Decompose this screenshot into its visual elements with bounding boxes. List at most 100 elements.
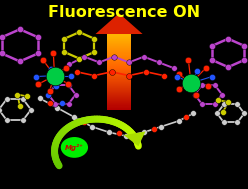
Polygon shape — [107, 48, 131, 49]
Polygon shape — [107, 84, 131, 85]
Polygon shape — [107, 50, 131, 51]
Point — [199, 84, 203, 87]
Point — [242, 44, 246, 47]
Point — [0, 36, 3, 39]
Point — [191, 112, 195, 115]
Polygon shape — [107, 78, 131, 79]
Polygon shape — [107, 72, 131, 73]
Polygon shape — [107, 81, 131, 82]
Point — [62, 50, 66, 53]
Polygon shape — [107, 91, 131, 92]
Point — [142, 131, 146, 134]
Point — [77, 31, 81, 34]
Polygon shape — [107, 35, 131, 36]
Point — [222, 103, 226, 106]
Polygon shape — [107, 29, 131, 30]
Polygon shape — [107, 47, 131, 48]
Polygon shape — [107, 86, 131, 87]
Text: Mg²⁺: Mg²⁺ — [65, 144, 84, 151]
Polygon shape — [107, 95, 131, 96]
Point — [18, 28, 22, 31]
Point — [69, 74, 73, 77]
Point — [206, 84, 210, 88]
Polygon shape — [107, 85, 131, 86]
Polygon shape — [107, 103, 131, 104]
Point — [82, 55, 86, 58]
Point — [242, 112, 246, 115]
Point — [53, 74, 57, 77]
Point — [75, 70, 79, 73]
Polygon shape — [107, 74, 131, 75]
Polygon shape — [107, 107, 131, 108]
Point — [48, 101, 52, 105]
Point — [53, 102, 57, 105]
Polygon shape — [107, 65, 131, 66]
Point — [184, 116, 188, 119]
Polygon shape — [107, 75, 131, 76]
Polygon shape — [107, 96, 131, 97]
Point — [49, 67, 53, 70]
Point — [222, 121, 226, 124]
Point — [92, 74, 96, 77]
Point — [55, 106, 59, 109]
Polygon shape — [107, 63, 131, 64]
Point — [127, 74, 131, 77]
Polygon shape — [107, 64, 131, 65]
Point — [236, 103, 240, 106]
Polygon shape — [107, 70, 131, 71]
Point — [213, 84, 217, 87]
Polygon shape — [124, 131, 146, 146]
Point — [18, 104, 22, 107]
Point — [152, 128, 156, 131]
Point — [199, 102, 203, 105]
Polygon shape — [107, 46, 131, 47]
Polygon shape — [107, 41, 131, 42]
Polygon shape — [107, 30, 131, 31]
Point — [5, 98, 9, 101]
Point — [177, 87, 181, 90]
Point — [144, 70, 148, 73]
Polygon shape — [107, 33, 131, 34]
Circle shape — [61, 137, 88, 158]
Polygon shape — [107, 101, 131, 102]
Polygon shape — [107, 82, 131, 83]
Point — [64, 67, 68, 70]
Polygon shape — [107, 66, 131, 67]
Point — [194, 93, 198, 96]
Polygon shape — [107, 92, 131, 93]
Polygon shape — [107, 98, 131, 99]
Polygon shape — [107, 73, 131, 74]
Point — [216, 99, 220, 102]
Polygon shape — [107, 94, 131, 95]
Point — [21, 119, 25, 122]
Polygon shape — [107, 44, 131, 45]
Polygon shape — [107, 36, 131, 37]
Point — [93, 50, 96, 53]
Point — [25, 95, 29, 98]
Point — [112, 55, 116, 58]
Point — [36, 36, 40, 39]
Point — [36, 83, 40, 86]
Polygon shape — [107, 53, 131, 54]
Point — [0, 108, 1, 111]
Polygon shape — [107, 71, 131, 72]
Point — [72, 116, 76, 119]
Polygon shape — [107, 31, 131, 32]
Polygon shape — [107, 83, 131, 84]
Point — [195, 69, 199, 72]
Point — [21, 98, 25, 101]
Point — [226, 37, 230, 40]
Polygon shape — [107, 40, 131, 41]
Point — [67, 102, 71, 105]
Point — [38, 97, 42, 100]
Point — [46, 93, 50, 96]
Polygon shape — [107, 26, 131, 27]
Point — [67, 63, 71, 66]
Polygon shape — [107, 34, 131, 35]
Point — [53, 84, 57, 87]
Point — [18, 60, 22, 63]
Point — [93, 37, 96, 40]
Point — [193, 93, 197, 96]
Polygon shape — [107, 45, 131, 46]
Polygon shape — [107, 38, 131, 39]
